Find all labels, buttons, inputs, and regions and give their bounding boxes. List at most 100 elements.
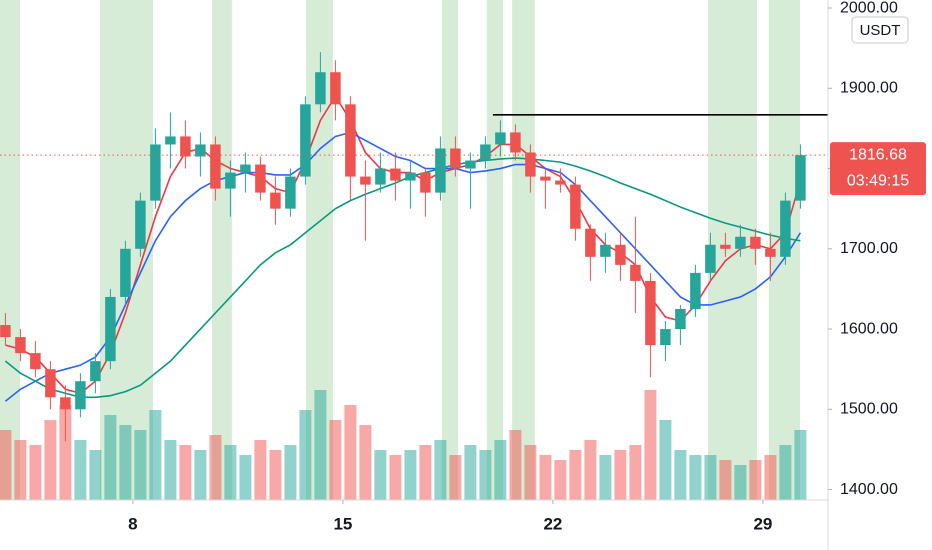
x-tick-label: 29 — [753, 514, 772, 533]
candle-body — [720, 244, 731, 249]
plot-area — [0, 0, 828, 500]
candle-body — [630, 264, 641, 281]
highlight-band — [486, 0, 504, 500]
volume-bar — [374, 450, 387, 500]
candle-body — [285, 176, 296, 209]
y-tick-label: 2000.00 — [840, 0, 898, 16]
volume-bar — [764, 455, 777, 500]
volume-bar — [494, 440, 507, 500]
candle-body — [225, 172, 236, 189]
volume-bar — [419, 445, 432, 500]
volume-bar — [284, 445, 297, 500]
candle-body — [300, 104, 311, 177]
candle-body — [495, 132, 506, 145]
highlight-band — [212, 0, 232, 500]
volume-bar — [59, 405, 72, 500]
candle-body — [150, 144, 161, 201]
candle-body — [510, 132, 521, 153]
highlight-band — [441, 0, 459, 500]
candle-body — [480, 144, 491, 161]
candle-body — [270, 192, 281, 209]
volume-bar — [44, 420, 57, 500]
candle-body — [135, 200, 146, 249]
candle-body — [30, 353, 41, 370]
candle-body — [795, 155, 806, 201]
y-tick-label: 1600.00 — [840, 320, 898, 337]
moving-average — [4, 157, 801, 399]
volume-bar — [329, 420, 342, 500]
volume-bar — [404, 450, 417, 500]
candle-body — [465, 160, 476, 169]
quote-label: USDT — [860, 22, 901, 39]
volume-bar — [119, 425, 132, 500]
volume-bar — [509, 430, 522, 500]
candle-body — [585, 228, 596, 257]
volume-bar — [629, 445, 642, 500]
volume-bar — [389, 455, 402, 500]
volume-bar — [659, 420, 672, 500]
volume-bar — [434, 440, 447, 500]
candle-body — [375, 168, 386, 185]
candle-body — [600, 244, 611, 257]
volume-bar — [704, 455, 717, 500]
candle-body — [450, 148, 461, 169]
volume-bar — [134, 430, 147, 500]
volume-bar — [194, 450, 207, 500]
price-label: 1816.68 — [849, 146, 907, 163]
y-tick-label: 1700.00 — [840, 240, 898, 257]
volume-bar — [719, 460, 732, 500]
volume-bar — [239, 455, 252, 500]
candle-body — [15, 337, 26, 354]
candle-body — [90, 361, 101, 382]
candle-body — [690, 272, 701, 309]
volume-bar — [179, 445, 192, 500]
candle-body — [435, 148, 446, 193]
volume-bar — [599, 455, 612, 500]
candle-body — [315, 72, 326, 105]
y-tick-label: 1500.00 — [840, 401, 898, 418]
volume-bar — [644, 390, 657, 500]
candle-body — [165, 136, 176, 145]
candle-body — [210, 144, 221, 189]
volume-bar — [344, 405, 357, 500]
volume-bar — [89, 450, 102, 500]
volume-bar — [269, 450, 282, 500]
candle-body — [735, 236, 746, 249]
volume-bar — [584, 440, 597, 500]
candle-body — [525, 152, 536, 177]
volume-bar — [779, 445, 792, 500]
candle-body — [0, 325, 11, 338]
volume-bar — [479, 450, 492, 500]
volume-bar — [524, 445, 537, 500]
candle-body — [180, 136, 191, 157]
candle-body — [195, 144, 206, 157]
volume-bar — [299, 410, 312, 500]
candle-body — [780, 200, 791, 257]
candle-body — [645, 280, 656, 346]
volume-bar — [104, 415, 117, 500]
x-tick-label: 22 — [543, 514, 562, 533]
volume-bar — [554, 460, 567, 500]
candle-body — [120, 248, 131, 297]
candle-body — [345, 104, 356, 177]
volume-bar — [74, 440, 87, 500]
highlight-band — [512, 0, 535, 500]
volume-bar — [29, 445, 42, 500]
candle-body — [765, 248, 776, 257]
candle-body — [405, 172, 416, 181]
y-tick-label: 1400.00 — [840, 481, 898, 498]
volume-bar — [0, 430, 12, 500]
volume-bar — [749, 460, 762, 500]
moving-average — [5, 94, 802, 395]
x-tick-label: 8 — [128, 514, 137, 533]
highlight-band — [708, 0, 757, 500]
x-tick-label: 15 — [333, 514, 352, 533]
candle-body — [675, 308, 686, 330]
volume-bar — [674, 450, 687, 500]
volume-bar — [209, 435, 222, 500]
countdown-label: 03:49:15 — [847, 172, 909, 189]
volume-bar — [689, 455, 702, 500]
candle-body — [705, 244, 716, 273]
highlight-band — [0, 0, 21, 500]
